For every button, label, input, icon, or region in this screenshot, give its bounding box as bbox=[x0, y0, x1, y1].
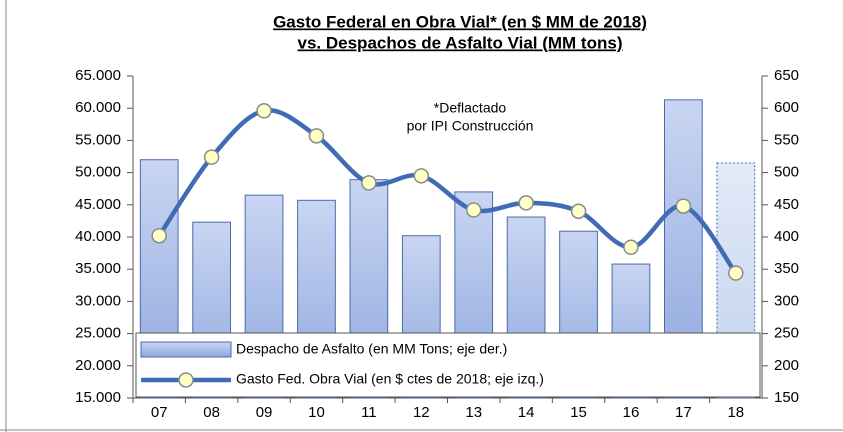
y2-tick-label: 650 bbox=[774, 67, 799, 84]
line-marker bbox=[413, 168, 430, 184]
annotation: por IPI Construcción bbox=[407, 118, 534, 134]
y-tick-label: 15.000 bbox=[75, 389, 121, 406]
y2-tick-label: 500 bbox=[774, 164, 799, 181]
legend-swatch bbox=[178, 372, 194, 388]
y2-tick-label: 350 bbox=[774, 260, 799, 277]
y-tick-label: 60.000 bbox=[75, 99, 121, 116]
y-tick-label: 55.000 bbox=[75, 131, 121, 148]
y2-tick-label: 200 bbox=[774, 357, 799, 374]
x-tick-label: 11 bbox=[361, 404, 377, 421]
y-tick-label: 65.000 bbox=[75, 67, 121, 84]
line-marker bbox=[361, 175, 377, 191]
line-marker bbox=[203, 149, 220, 165]
chart-title: vs. Despachos de Asfalto Vial (MM tons) bbox=[298, 33, 623, 52]
line bbox=[157, 108, 738, 275]
y-tick-label: 20.000 bbox=[75, 357, 121, 374]
y2-tick-label: 150 bbox=[774, 389, 799, 406]
x-tick-label: 14 bbox=[518, 404, 535, 421]
y-tick-label: 35.000 bbox=[75, 260, 121, 277]
y2-tick-label: 450 bbox=[774, 196, 799, 213]
x-tick-label: 09 bbox=[256, 404, 273, 421]
y-tick-label: 30.000 bbox=[75, 292, 121, 309]
legend bbox=[135, 332, 761, 398]
line-marker bbox=[518, 195, 534, 211]
y2-tick-label: 550 bbox=[774, 131, 799, 148]
line-marker bbox=[570, 203, 587, 219]
line-marker bbox=[151, 227, 167, 244]
y2-tick-label: 600 bbox=[774, 99, 799, 116]
y-tick-label: 45.000 bbox=[75, 196, 121, 213]
x-tick-label: 07 bbox=[151, 404, 168, 421]
legend-label: Gasto Fed. Obra Vial (en $ ctes de 2018;… bbox=[236, 371, 544, 387]
annotation: *Deflactado bbox=[434, 100, 507, 116]
line-marker bbox=[256, 103, 272, 119]
line-marker bbox=[465, 202, 482, 218]
legend-label: Despacho de Asfalto (en MM Tons; eje der… bbox=[236, 341, 507, 357]
line-marker bbox=[728, 265, 744, 281]
x-tick-label: 12 bbox=[413, 404, 430, 421]
y2-tick-label: 250 bbox=[774, 325, 799, 342]
x-tick-label: 08 bbox=[203, 404, 220, 421]
y-tick-label: 40.000 bbox=[75, 228, 121, 245]
y2-tick-label: 300 bbox=[774, 292, 799, 309]
y-tick-label: 25.000 bbox=[75, 325, 121, 342]
y2-tick-label: 400 bbox=[774, 228, 799, 245]
line-marker bbox=[623, 239, 639, 256]
x-tick-label: 17 bbox=[675, 404, 692, 421]
x-tick-label: 15 bbox=[570, 404, 587, 421]
x-tick-label: 10 bbox=[308, 404, 325, 421]
y-tick-label: 50.000 bbox=[75, 164, 121, 181]
x-tick-label: 13 bbox=[465, 404, 482, 421]
x-tick-label: 18 bbox=[727, 404, 744, 421]
legend-swatch bbox=[140, 341, 232, 358]
chart-title: Gasto Federal en Obra Vial* (en $ MM de … bbox=[273, 12, 647, 31]
x-tick-label: 16 bbox=[623, 404, 640, 421]
line-marker bbox=[308, 128, 325, 144]
line-marker bbox=[675, 198, 692, 214]
